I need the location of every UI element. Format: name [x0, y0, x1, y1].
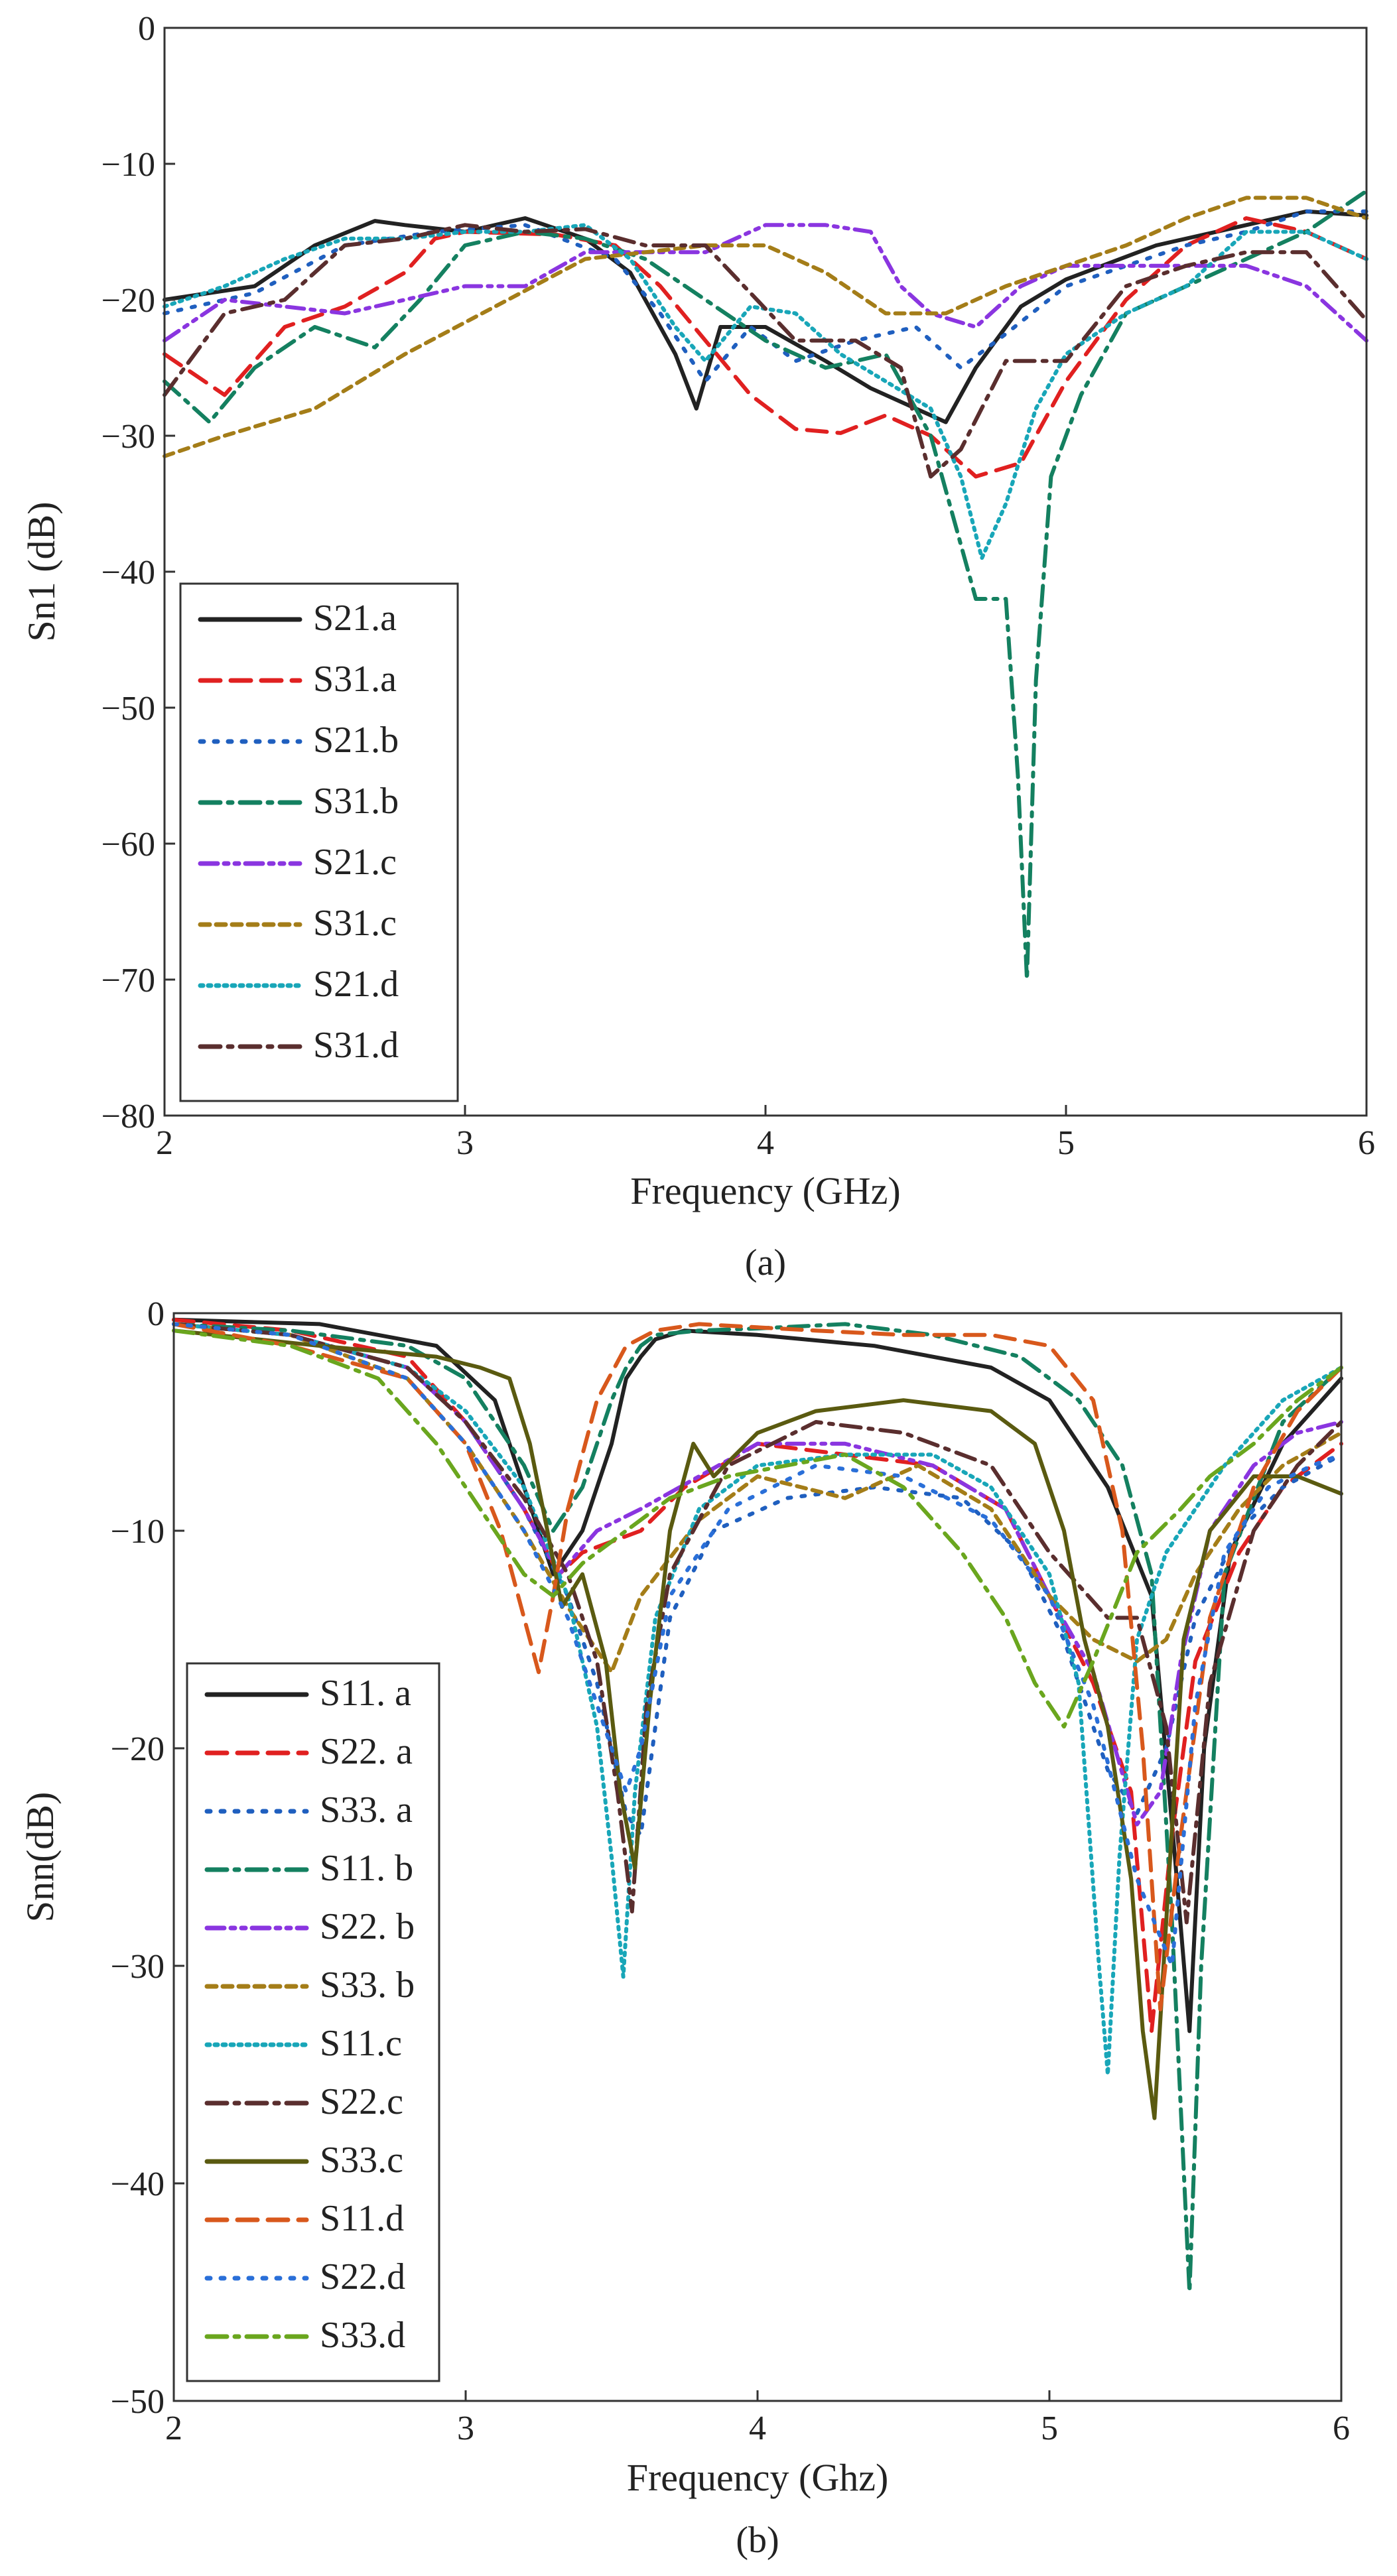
panel-a-legend-label: S21.d: [313, 964, 399, 1005]
panel-b-x-tick-label: 2: [165, 2410, 182, 2447]
panel-a-legend: S21.a S31.a S21.b S31.b S21.c S31.c S21.d S31.d: [179, 582, 459, 1102]
panel-a-legend-label: S31.b: [313, 781, 399, 822]
panel-a-legend-label: S21.b: [313, 720, 399, 761]
panel-a-y-tick-label: −40: [101, 554, 155, 592]
panel-b-legend: S11. a S22. a S33. a S11. b S22. b S33. b S11.…: [186, 1662, 440, 2382]
panel-a-x-tick-label: 4: [757, 1124, 774, 1162]
panel-a-y-axis-label: Sn1 (dB): [20, 501, 63, 641]
panel-b-series-s22-d: [172, 1322, 1343, 1968]
panel-a-y-tick-label: −50: [101, 690, 155, 728]
panel-a-y-tick-label: −20: [101, 282, 155, 320]
panel-b-legend-label: S11. b: [320, 1848, 413, 1889]
panel-b-y-tick-label: −40: [111, 2165, 165, 2203]
panel-b-series-group: [172, 1317, 1343, 2294]
panel-a-series-group: [163, 189, 1368, 982]
panel-b-y-tick-label: 0: [147, 1295, 165, 1333]
panel-b-legend-label: S22. b: [320, 1906, 415, 1947]
panel-a-legend-label: S21.c: [313, 842, 397, 883]
panel-a-series-s21-c: [163, 223, 1368, 343]
panel-a-legend-label: S31.c: [313, 903, 397, 944]
panel-a-y-tick-label: −60: [101, 826, 155, 864]
panel-b-x-tick-label: 4: [749, 2410, 766, 2447]
panel-b-caption: (b): [736, 2520, 779, 2561]
panel-a-y-tick-label: −30: [101, 418, 155, 456]
panel-a-series-s21-d: [163, 223, 1368, 560]
panel-b-legend-label: S33. a: [320, 1789, 413, 1831]
panel-b-legend-label: S22.c: [320, 2081, 403, 2122]
panel-b-y-tick-label: −30: [111, 1948, 165, 1986]
panel-a-x-axis-label: Frequency (GHz): [630, 1169, 900, 1212]
panel-b-y-tick-label: −20: [111, 1730, 165, 1768]
panel-a-x-tick-label: 5: [1057, 1124, 1075, 1162]
panel-a-series-s31-a: [163, 216, 1368, 479]
panel-a-caption: (a): [745, 1242, 786, 1283]
panel-a-x-tick-label: 2: [156, 1124, 173, 1162]
chart-panel-a: 2 3 4 5 6 0 −10 −20 −30 −40 −50 −60 −70 −80 S21.a S31.…: [20, 10, 1375, 1283]
panel-b-legend-label: S33. b: [320, 1964, 415, 2006]
panel-b-axes: 2 3 4 5 6 0 −10 −20 −30 −40 −50: [111, 1295, 1350, 2447]
panel-b-y-axis-label: Snn(dB): [19, 1792, 62, 1923]
panel-a-legend-label: S31.a: [313, 659, 397, 700]
panel-b-x-tick-label: 3: [457, 2410, 474, 2447]
panel-b-series-s22-c: [172, 1322, 1343, 1925]
panel-b-legend-label: S11.c: [320, 2023, 402, 2064]
panel-b-legend-box: [186, 1662, 440, 2382]
panel-a-axes: 2 3 4 5 6 0 −10 −20 −30 −40 −50 −60 −70 −80: [101, 10, 1375, 1162]
panel-a-series-s31-c: [163, 196, 1368, 458]
panel-a-legend-label: S31.d: [313, 1025, 399, 1066]
panel-b-legend-label: S22. a: [320, 1731, 413, 1772]
panel-b-x-tick-label: 5: [1041, 2410, 1058, 2447]
panel-b-legend-label: S33.c: [320, 2140, 403, 2181]
panel-a-x-tick-label: 6: [1358, 1124, 1375, 1162]
panel-b-x-tick-label: 6: [1333, 2410, 1350, 2447]
panel-b-legend-label: S22.d: [320, 2256, 405, 2297]
panel-b-series-s11-a: [172, 1317, 1343, 2033]
panel-b-y-tick-label: −10: [111, 1513, 165, 1551]
panel-a-x-tick-label: 3: [456, 1124, 474, 1162]
panel-b-legend-label: S11.d: [320, 2198, 404, 2239]
panel-b-y-tick-label: −50: [111, 2383, 165, 2421]
panel-a-y-tick-label: −80: [101, 1098, 155, 1135]
panel-a-series-s21-b: [163, 209, 1368, 383]
panel-a-y-tick-label: 0: [138, 10, 155, 48]
chart-panel-b: 2 3 4 5 6 0 −10 −20 −30 −40 −50 S11. a S22. a S33. a…: [19, 1295, 1350, 2561]
panel-a-legend-box: [179, 582, 459, 1102]
panel-b-x-axis-label: Frequency (Ghz): [627, 2456, 889, 2499]
panel-a-y-tick-label: −10: [101, 146, 155, 184]
panel-a-series-s31-d: [163, 223, 1368, 479]
panel-b-legend-label: S33.d: [320, 2315, 405, 2356]
panel-b-series-s33-d: [172, 1328, 1343, 1729]
panel-a-legend-label: S21.a: [313, 598, 397, 639]
panel-b-legend-label: S11. a: [320, 1673, 411, 1714]
panel-a-y-tick-label: −70: [101, 962, 155, 999]
panel-b-series-s33-c: [172, 1328, 1343, 2120]
panel-a-series-s31-b: [163, 189, 1368, 982]
panel-b-series-s11-d: [172, 1322, 1343, 2012]
